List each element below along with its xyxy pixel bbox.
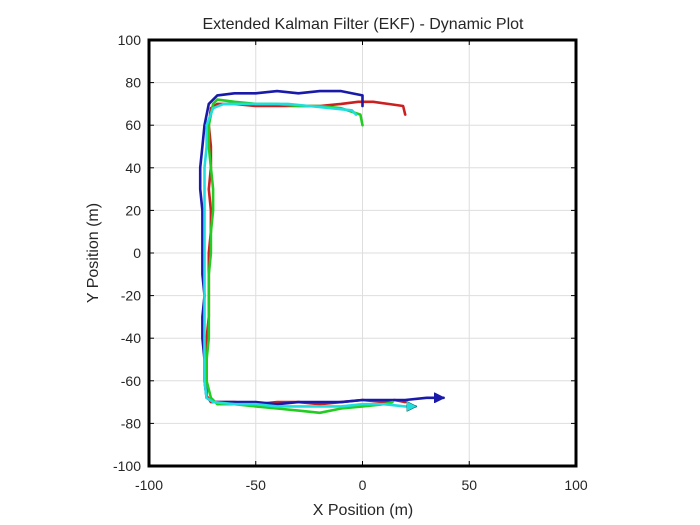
x-tick-label: 0	[359, 477, 367, 493]
y-tick-label: 40	[125, 160, 141, 176]
y-tick-label: -60	[121, 373, 141, 389]
y-tick-label: -40	[121, 330, 141, 346]
y-tick-label: -80	[121, 415, 141, 431]
y-tick-label: 20	[125, 202, 141, 218]
x-tick-label: 100	[564, 477, 588, 493]
y-tick-label: 80	[125, 75, 141, 91]
y-tick-labels: -100 -80 -60 -40 -20 0 20 40 60 80 100	[113, 32, 141, 474]
y-tick-label: 100	[118, 32, 142, 48]
y-axis-label: Y Position (m)	[85, 203, 102, 303]
y-tick-label: -20	[121, 288, 141, 304]
x-tick-labels: -100 -50 0 50 100	[135, 477, 588, 493]
series-layer	[198, 89, 445, 415]
x-tick-label: -50	[246, 477, 266, 493]
trajectory-line-4	[203, 102, 418, 407]
chart-title: Extended Kalman Filter (EKF) - Dynamic P…	[203, 16, 525, 33]
y-tick-label: 0	[133, 245, 141, 261]
x-axis-label: X Position (m)	[313, 502, 413, 519]
tick-marks	[148, 39, 577, 467]
y-tick-label: -100	[113, 458, 141, 474]
y-tick-label: 60	[125, 117, 141, 133]
x-tick-label: -100	[135, 477, 163, 493]
x-tick-label: 50	[461, 477, 477, 493]
